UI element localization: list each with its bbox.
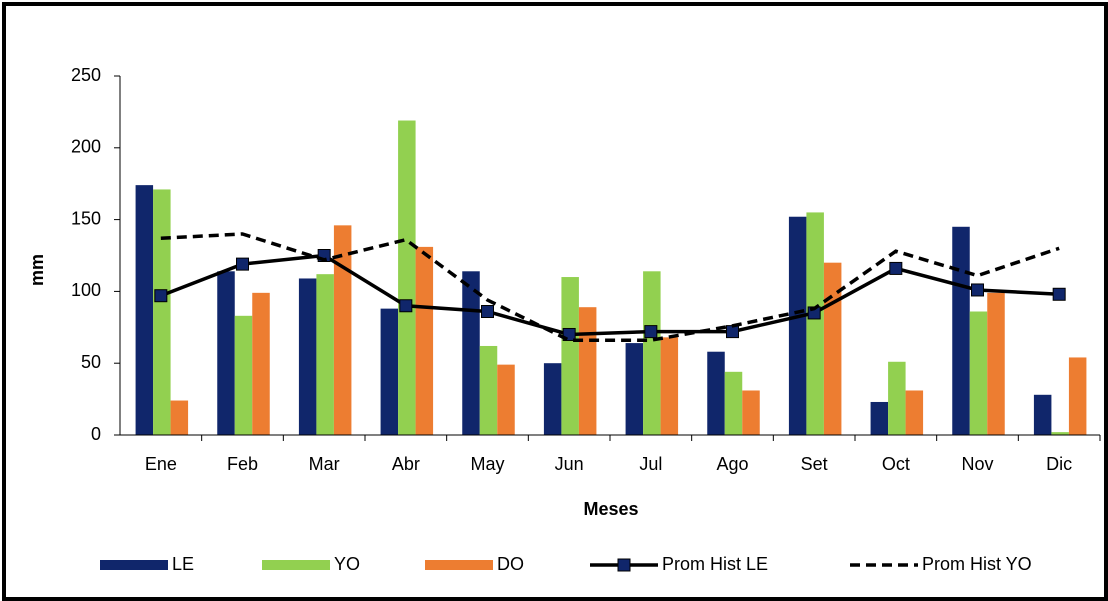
bar [823,262,842,435]
legend-label: LE [172,554,194,574]
bar [643,271,661,435]
bar [398,120,416,436]
bar [479,345,498,435]
legend-marker [617,558,631,572]
bar [234,315,253,435]
marker [399,299,413,313]
legend-label: Prom Hist LE [662,554,768,574]
bar [806,212,824,435]
x-tick-label: May [470,454,504,474]
y-tick-label: 150 [71,208,101,228]
marker [154,289,168,303]
marker [236,257,249,271]
x-tick-label: Abr [392,454,420,474]
legend-label: Prom Hist YO [922,554,1032,574]
bar [252,292,270,435]
bar [217,271,235,435]
x-tick-label: Jun [555,454,584,474]
y-tick-label: 200 [71,137,101,157]
bar [660,337,679,435]
bar [333,225,352,435]
bar [170,400,189,435]
bar [543,363,562,435]
bar [298,278,317,435]
bar [1068,357,1087,435]
x-tick-label: Oct [882,454,910,474]
bar [742,390,760,435]
bar [969,311,988,435]
bar [1033,394,1052,435]
bar [870,401,889,435]
marker [644,325,658,339]
bar [724,371,743,435]
bar [497,364,515,435]
bar [561,277,579,435]
legend-swatch [262,560,330,570]
x-tick-label: Ene [145,454,177,474]
x-tick-label: Mar [309,454,340,474]
y-tick-label: 100 [71,280,101,300]
bar [888,361,906,435]
x-axis-title: Meses [583,499,638,519]
marker [481,305,494,319]
marker [1052,287,1066,301]
bar [316,274,334,435]
x-tick-label: Ago [716,454,748,474]
marker [889,261,903,275]
legend-swatch [425,560,493,570]
bar [462,271,480,435]
legend-label: DO [497,554,524,574]
bar [380,308,399,435]
line [160,232,1060,342]
y-tick-label: 250 [71,65,101,85]
bar [952,226,970,435]
x-tick-label: Nov [961,454,993,474]
x-tick-label: Jul [639,454,662,474]
legend-label: YO [334,554,360,574]
y-axis-title: mm [27,254,47,286]
x-tick-label: Set [801,454,828,474]
bar [135,185,154,435]
bar [625,343,644,435]
legend-swatch [100,560,168,570]
y-tick-label: 0 [91,424,101,444]
bar [788,216,807,435]
bar [905,390,924,435]
bar [1051,432,1069,435]
bar [987,292,1005,435]
bar [578,307,597,435]
x-tick-label: Dic [1046,454,1072,474]
marker [971,283,984,297]
x-tick-label: Feb [227,454,258,474]
y-tick-label: 50 [81,352,101,372]
bar [415,246,434,435]
bar [707,351,725,435]
bar [153,189,171,435]
